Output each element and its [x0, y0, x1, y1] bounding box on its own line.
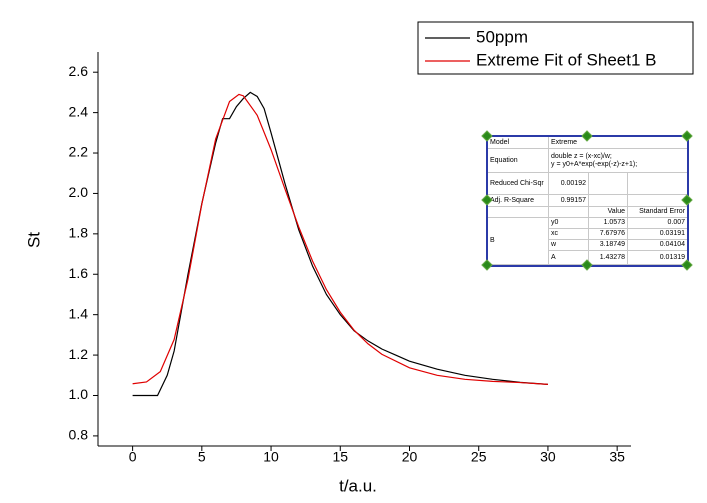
param-cell: w: [548, 239, 589, 251]
param-row: w 3.18749 0.04104: [488, 239, 689, 251]
empty-cell: [626, 194, 689, 207]
row-value: Extreme: [547, 136, 689, 149]
fit-table: Model Extreme Equation double z = (x-xc)/w;…: [487, 136, 689, 265]
param-cell: xc: [548, 228, 589, 240]
legend-label: Extreme Fit of Sheet1 B: [476, 50, 656, 69]
empty-cell: [588, 194, 628, 207]
param-row: xc 7.67976 0.03191: [488, 228, 689, 240]
y-tick-label: 2.2: [69, 144, 89, 160]
row-label: Adj. R-Square: [487, 194, 549, 207]
y-tick-label: 0.8: [69, 427, 89, 443]
empty-cell: [588, 172, 628, 195]
row-value: 0.00192: [548, 172, 589, 195]
row-label: Reduced Chi-Sqr: [487, 172, 549, 195]
x-tick-label: 5: [198, 449, 206, 465]
param-cell: 7.67976: [588, 228, 628, 240]
row-value: double z = (x-xc)/w; y = y0+A*exp(-exp(-z…: [547, 148, 689, 173]
x-tick-label: 35: [609, 449, 625, 465]
param-cell: A: [548, 250, 589, 265]
param-cell: 0.01319: [626, 250, 689, 265]
table-row: Equation double z = (x-xc)/w; y = y0+A*exp…: [487, 148, 689, 173]
y-tick-label: 1.0: [69, 386, 89, 402]
param-cell: 0.04104: [626, 239, 689, 251]
row-value: 0.99157: [548, 194, 589, 207]
y-axis-label: St: [24, 232, 43, 248]
param-cell: 3.18749: [588, 239, 628, 251]
param-cell: 1.0573: [588, 217, 628, 229]
y-tick-label: 2.0: [69, 184, 89, 200]
x-tick-label: 30: [540, 449, 556, 465]
y-tick-label: 2.4: [69, 103, 89, 119]
param-row: A 1.43278 0.01319: [488, 250, 689, 265]
param-cell: 0.03191: [626, 228, 689, 240]
row-label: Model: [487, 136, 549, 149]
table-row: Adj. R-Square 0.99157: [487, 194, 689, 207]
param-header: Value: [588, 206, 628, 218]
param-cell: 1.43278: [588, 250, 628, 265]
y-tick-label: 1.8: [69, 225, 89, 241]
x-tick-label: 10: [263, 449, 279, 465]
empty-cell: [548, 206, 589, 218]
y-tick-label: 1.6: [69, 265, 89, 281]
table-row: Reduced Chi-Sqr 0.00192: [487, 172, 689, 195]
x-tick-label: 25: [471, 449, 487, 465]
y-tick-label: 1.4: [69, 305, 89, 321]
empty-cell: [626, 172, 689, 195]
series-line: [132, 93, 548, 385]
legend-box: [417, 21, 694, 75]
param-header: Standard Error: [626, 206, 689, 218]
series-line: [132, 91, 548, 397]
param-cell: 0.007: [626, 217, 689, 229]
param-group: B: [487, 217, 549, 265]
equation-line: double z = (x-xc)/w;: [551, 152, 612, 160]
x-tick-label: 0: [129, 449, 137, 465]
param-cell: y0: [548, 217, 589, 229]
x-tick-label: 20: [402, 449, 418, 465]
equation-line: y = y0+A*exp(-exp(-z)-z+1);: [551, 160, 638, 168]
x-tick-label: 15: [332, 449, 348, 465]
row-label: Equation: [487, 148, 549, 173]
header-row: Value Standard Error: [487, 206, 689, 218]
legend-label: 50ppm: [476, 27, 528, 46]
x-axis-label: t/a.u.: [339, 476, 377, 495]
empty-cell: [487, 206, 549, 218]
y-tick-label: 2.6: [69, 63, 89, 79]
y-tick-label: 1.2: [69, 346, 89, 362]
